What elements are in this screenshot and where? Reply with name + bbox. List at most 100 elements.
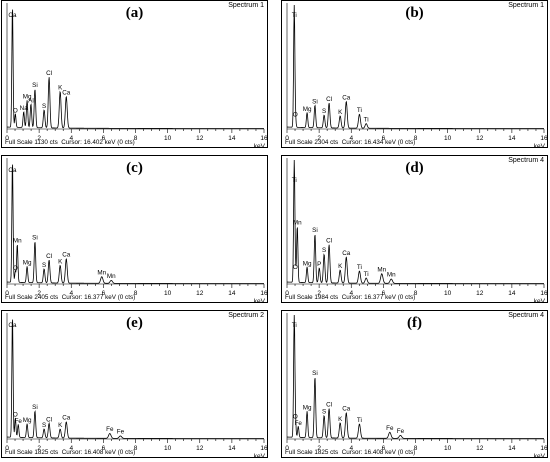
peak-element-label: Mn	[13, 238, 22, 245]
panel-label: (e)	[126, 315, 143, 331]
panel-label: (c)	[126, 160, 143, 176]
x-tick-label: 4	[69, 290, 73, 297]
x-tick-label: 10	[164, 135, 172, 142]
x-tick-label: 12	[476, 290, 484, 297]
peak-element-label: Cl	[46, 416, 52, 423]
peak-element-label: O	[293, 264, 298, 271]
peak-element-label: Ca	[8, 167, 17, 174]
peak-element-label: K	[338, 263, 343, 270]
peak-element-label: Fe	[117, 429, 125, 436]
peak-element-label: Fe	[295, 420, 303, 427]
x-tick-label: 14	[228, 135, 236, 142]
x-tick-label: 16	[260, 290, 268, 297]
panel-label: (a)	[125, 5, 144, 21]
x-tick-label: 2	[37, 445, 41, 452]
peak-element-label: Mg	[23, 260, 32, 267]
x-tick-label: 10	[444, 445, 452, 452]
peak-element-label: O	[293, 112, 298, 119]
peak-element-label: O	[13, 107, 18, 114]
peak-element-label: Ca	[62, 89, 71, 96]
x-tick-label: 16	[260, 445, 268, 452]
x-tick-label: 6	[382, 135, 386, 142]
peak-element-label: Mg	[303, 106, 312, 113]
peak-element-label: O	[13, 411, 18, 418]
peak-element-label: Si	[312, 370, 318, 377]
x-tick-label: 16	[540, 135, 548, 142]
x-tick-label: 12	[196, 445, 204, 452]
x-tick-label: 0	[285, 135, 289, 142]
peak-element-label: Mn	[97, 269, 106, 276]
spectrum-footer: Full Scale 2304 cts Cursor: 16.434 keV (…	[285, 139, 415, 146]
full-scale-readout: Full Scale 1825 cts	[285, 449, 339, 456]
spectrum-trace	[286, 159, 544, 284]
peak-element-label: Cl	[46, 70, 52, 77]
x-tick-label: 16	[540, 290, 548, 297]
spectrum-footer: Full Scale 2405 cts Cursor: 16.377 keV (…	[5, 294, 135, 301]
x-tick-label: 14	[508, 445, 516, 452]
peak-element-label: Si	[32, 235, 38, 242]
cursor-readout: Cursor: 16.434 keV (0 cts)	[341, 139, 416, 146]
x-tick-label: 6	[102, 290, 106, 297]
x-tick-label: 10	[444, 135, 452, 142]
x-axis-unit-label: keV	[254, 143, 266, 150]
full-scale-readout: Full Scale 1825 cts	[5, 449, 59, 456]
peak-element-label: Ca	[8, 322, 17, 329]
cursor-readout: Cursor: 16.402 keV (0 cts)	[61, 139, 135, 146]
spectrum-panel-e: 0 2 4 6 8 10 12 14 16 keV Ca O Fe Mg Si S Cl K Ca Fe Fe (e) …	[1, 310, 268, 460]
peak-element-label: K	[58, 258, 63, 265]
x-tick-label: 8	[134, 135, 138, 142]
panel-label: (f)	[407, 315, 422, 331]
cursor-readout: Cursor: 16.377 keV (0 cts)	[61, 294, 136, 301]
x-tick-label: 2	[317, 445, 321, 452]
x-axis-unit-label: keV	[254, 453, 266, 460]
peak-element-label: K	[338, 416, 343, 423]
peak-element-label: Mg	[303, 260, 312, 267]
x-tick-label: 4	[349, 135, 353, 142]
peak-element-label: Si	[32, 404, 38, 411]
spectrum-panel-f: 0 2 4 6 8 10 12 14 16 keV Ti O Fe Mg Si S Cl K Ca Ti Fe Fe (f…	[281, 310, 548, 460]
spectrum-panel-b: 0 2 4 6 8 10 12 14 16 keV Ti O Mg Si S Cl K Ca Ti Ti (b) Sp…	[281, 0, 548, 150]
spectrum-trace	[6, 319, 264, 439]
x-tick-label: 8	[414, 445, 418, 452]
full-scale-readout: Full Scale 2405 cts	[5, 294, 59, 301]
peak-element-label: Fe	[15, 418, 23, 425]
peak-element-label: Na	[20, 105, 29, 112]
peak-element-label: S	[42, 103, 46, 110]
spectrum-title: Spectrum 2	[228, 312, 264, 319]
x-tick-label: 14	[228, 445, 236, 452]
peak-element-label: Ca	[342, 250, 351, 257]
spectrum-footer: Full Scale 1130 cts Cursor: 16.402 keV (…	[5, 139, 135, 146]
peak-element-label: Ca	[342, 406, 351, 413]
peak-element-label: S	[42, 262, 46, 269]
spectrum-trace	[6, 9, 264, 129]
peak-element-label: K	[58, 84, 63, 91]
spectrum-panel-d: 0 2 4 6 8 10 12 14 16 keV Mn Ti O Mg Si P S Cl K Ca Ti Ti Mn Mn…	[281, 155, 548, 305]
peak-element-label: Ti	[357, 417, 362, 424]
cursor-readout: Cursor: 16.377 keV (0 cts)	[341, 294, 416, 301]
peak-element-label: K	[58, 422, 63, 429]
peak-element-label: Mn	[387, 272, 396, 279]
x-tick-label: 2	[37, 290, 41, 297]
x-tick-label: 2	[37, 135, 41, 142]
peak-element-label: Cl	[326, 402, 332, 409]
peak-element-label: Mn	[377, 266, 386, 273]
x-tick-label: 4	[349, 290, 353, 297]
peak-element-label: Al	[28, 97, 34, 104]
peak-element-label: Si	[312, 98, 318, 105]
peak-element-label: Cl	[46, 253, 52, 260]
x-tick-label: 14	[508, 290, 516, 297]
x-axis-unit-label: keV	[534, 298, 546, 305]
spectrum-panel-a: 0 2 4 6 8 10 12 14 16 keV Ca O Na Mg Al Si S Cl K Ca (a) Sp…	[1, 0, 268, 150]
panel-label: (d)	[405, 160, 424, 176]
peak-element-label: S	[322, 409, 326, 416]
peak-element-label: Mn	[107, 273, 116, 280]
spectrum-title: Spectrum 4	[508, 312, 544, 319]
peak-element-label: Si	[312, 227, 318, 234]
x-tick-label: 0	[5, 135, 9, 142]
peak-element-label: K	[338, 109, 343, 116]
